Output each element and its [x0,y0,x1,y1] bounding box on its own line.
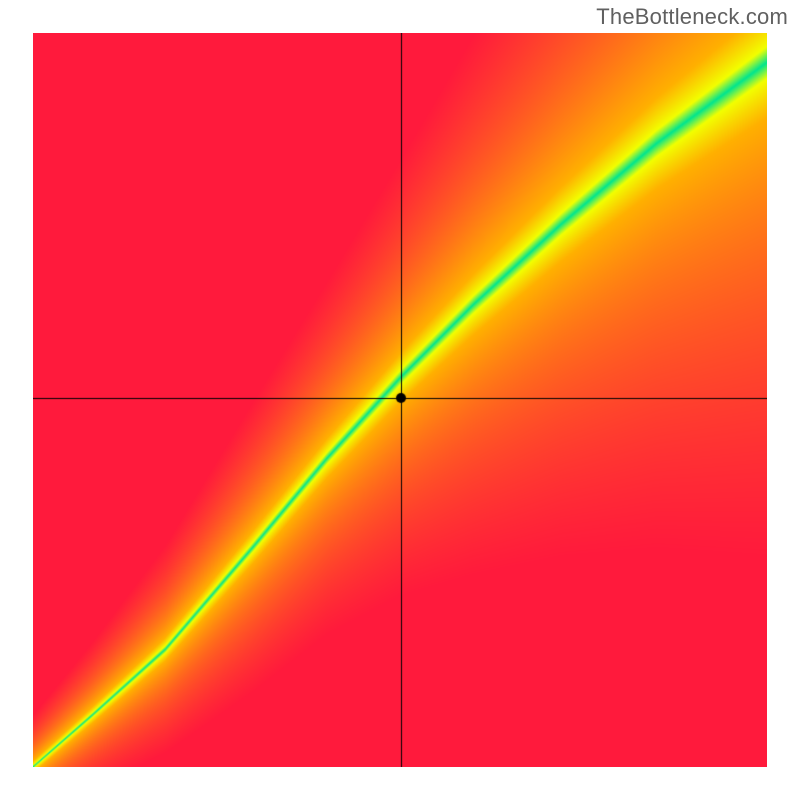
watermark-text: TheBottleneck.com [596,4,788,30]
bottleneck-heatmap [33,33,767,767]
